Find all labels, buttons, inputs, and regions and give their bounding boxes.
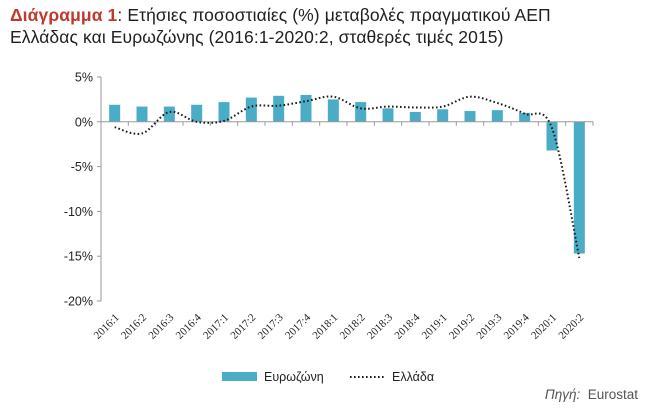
x-tick-label: 2017:2 bbox=[228, 312, 258, 342]
bar-2020-1 bbox=[546, 121, 558, 151]
bar-2017-4 bbox=[300, 94, 312, 122]
bar-2018-4 bbox=[409, 111, 421, 122]
chart-title-text: : Ετήσιες ποσοστιαίες (%) μεταβολές πραγ… bbox=[117, 5, 551, 25]
y-tick-label: -5% bbox=[71, 160, 93, 174]
greece-line bbox=[114, 95, 581, 259]
legend-label-eurozone: Ευρωζώνη bbox=[264, 370, 324, 384]
bar-2018-3 bbox=[382, 108, 394, 122]
y-tick-label: -10% bbox=[64, 205, 93, 219]
y-tick-label: -15% bbox=[64, 250, 93, 264]
bar-2016-1 bbox=[109, 104, 121, 122]
x-tick-label: 2016:2 bbox=[119, 312, 149, 342]
y-tick-label: -20% bbox=[64, 295, 93, 309]
x-axis bbox=[100, 121, 594, 126]
bar-2019-1 bbox=[437, 109, 449, 122]
legend-label-greece: Ελλάδα bbox=[392, 370, 434, 384]
x-tick-label: 2016:1 bbox=[92, 312, 122, 342]
x-tick-label: 2016:4 bbox=[174, 311, 204, 341]
line-series-greece bbox=[114, 95, 581, 259]
bar-series-eurozone bbox=[109, 94, 585, 254]
source-label: Πηγή: bbox=[544, 387, 581, 402]
x-tick-label: 2018:3 bbox=[365, 311, 395, 341]
legend-swatch-eurozone bbox=[222, 372, 257, 381]
y-tick-label: 5% bbox=[75, 71, 93, 85]
y-axis: 5% 0% -5% -10% -15% -20% bbox=[64, 71, 102, 309]
x-tick-label: 2020:1 bbox=[529, 312, 559, 342]
bar-2019-2 bbox=[464, 111, 476, 122]
bar-2017-1 bbox=[218, 102, 230, 122]
y-tick-label: 0% bbox=[75, 115, 93, 129]
chart-title-prefix: Διάγραμμα 1 bbox=[10, 5, 118, 25]
x-tick-label: 2017:1 bbox=[201, 312, 231, 342]
source-note: Πηγή: Eurostat bbox=[545, 387, 638, 402]
bar-2018-2 bbox=[355, 102, 367, 122]
chart-title-line2: Ελλάδας και Ευρωζώνης (2016:1-2020:2, στ… bbox=[10, 27, 504, 47]
bar-2016-4 bbox=[191, 104, 203, 122]
x-tick-label: 2019:1 bbox=[420, 312, 450, 342]
x-tick-label: 2018:4 bbox=[392, 311, 422, 341]
bar-2019-3 bbox=[491, 110, 503, 122]
legend: Ευρωζώνη Ελλάδα bbox=[222, 370, 434, 384]
bar-2016-2 bbox=[136, 106, 148, 122]
bar-2018-1 bbox=[327, 99, 339, 122]
x-tick-label: 2019:3 bbox=[474, 311, 504, 341]
x-tick-label: 2017:3 bbox=[256, 311, 286, 341]
x-tick-label: 2017:4 bbox=[283, 311, 313, 341]
x-tick-label: 2019:2 bbox=[447, 312, 477, 342]
source-value: Eurostat bbox=[587, 387, 638, 402]
x-tick-label: 2019:4 bbox=[502, 311, 532, 341]
x-tick-label: 2016:3 bbox=[146, 311, 176, 341]
chart-title: Διάγραμμα 1: Ετήσιες ποσοστιαίες (%) μετ… bbox=[10, 4, 646, 48]
bar-2017-3 bbox=[273, 95, 285, 122]
x-tick-label: 2020:2 bbox=[556, 312, 586, 342]
x-tick-labels: 2016:12016:22016:32016:42017:12017:22017… bbox=[92, 311, 587, 341]
bar-2017-2 bbox=[245, 97, 257, 122]
bar-2019-4 bbox=[519, 112, 531, 122]
bar-2016-3 bbox=[163, 106, 175, 122]
bar-2020-2 bbox=[573, 121, 585, 254]
x-tick-label: 2018:2 bbox=[338, 312, 368, 342]
x-tick-label: 2018:1 bbox=[310, 312, 340, 342]
